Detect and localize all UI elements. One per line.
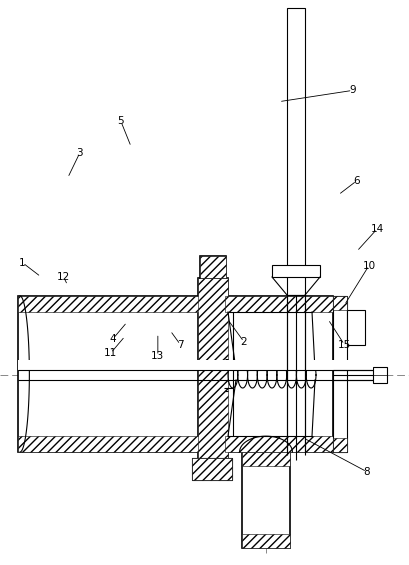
Bar bbox=[346, 310, 364, 345]
Bar bbox=[271, 265, 319, 277]
Bar bbox=[225, 296, 332, 312]
Text: 2: 2 bbox=[240, 337, 247, 347]
Text: 8: 8 bbox=[363, 467, 369, 477]
Bar bbox=[200, 256, 225, 278]
Bar bbox=[372, 367, 386, 383]
Text: 1: 1 bbox=[19, 258, 26, 268]
Bar bbox=[18, 436, 205, 452]
Text: 9: 9 bbox=[348, 85, 355, 95]
Bar bbox=[198, 278, 227, 468]
Bar bbox=[18, 360, 372, 370]
Text: 6: 6 bbox=[353, 176, 359, 186]
Bar bbox=[225, 436, 332, 452]
Bar bbox=[286, 8, 304, 295]
Bar bbox=[332, 296, 346, 452]
Bar bbox=[191, 458, 231, 480]
Text: 10: 10 bbox=[362, 260, 375, 271]
Bar bbox=[241, 452, 289, 466]
Bar bbox=[241, 452, 289, 548]
Bar bbox=[18, 296, 205, 452]
Bar bbox=[200, 256, 225, 278]
Bar bbox=[18, 296, 205, 312]
Text: 15: 15 bbox=[337, 340, 350, 350]
Text: 7: 7 bbox=[177, 340, 183, 350]
Text: 13: 13 bbox=[151, 351, 164, 361]
Bar bbox=[198, 278, 227, 468]
Text: 12: 12 bbox=[57, 272, 70, 282]
Bar bbox=[332, 296, 346, 310]
Text: 11: 11 bbox=[104, 348, 117, 358]
Text: 5: 5 bbox=[117, 116, 124, 127]
Bar bbox=[225, 296, 332, 452]
Bar bbox=[241, 534, 289, 548]
Text: 14: 14 bbox=[370, 224, 383, 234]
Text: 3: 3 bbox=[76, 147, 83, 158]
Text: 4: 4 bbox=[109, 334, 116, 344]
Bar bbox=[332, 438, 346, 452]
Bar bbox=[191, 458, 231, 480]
